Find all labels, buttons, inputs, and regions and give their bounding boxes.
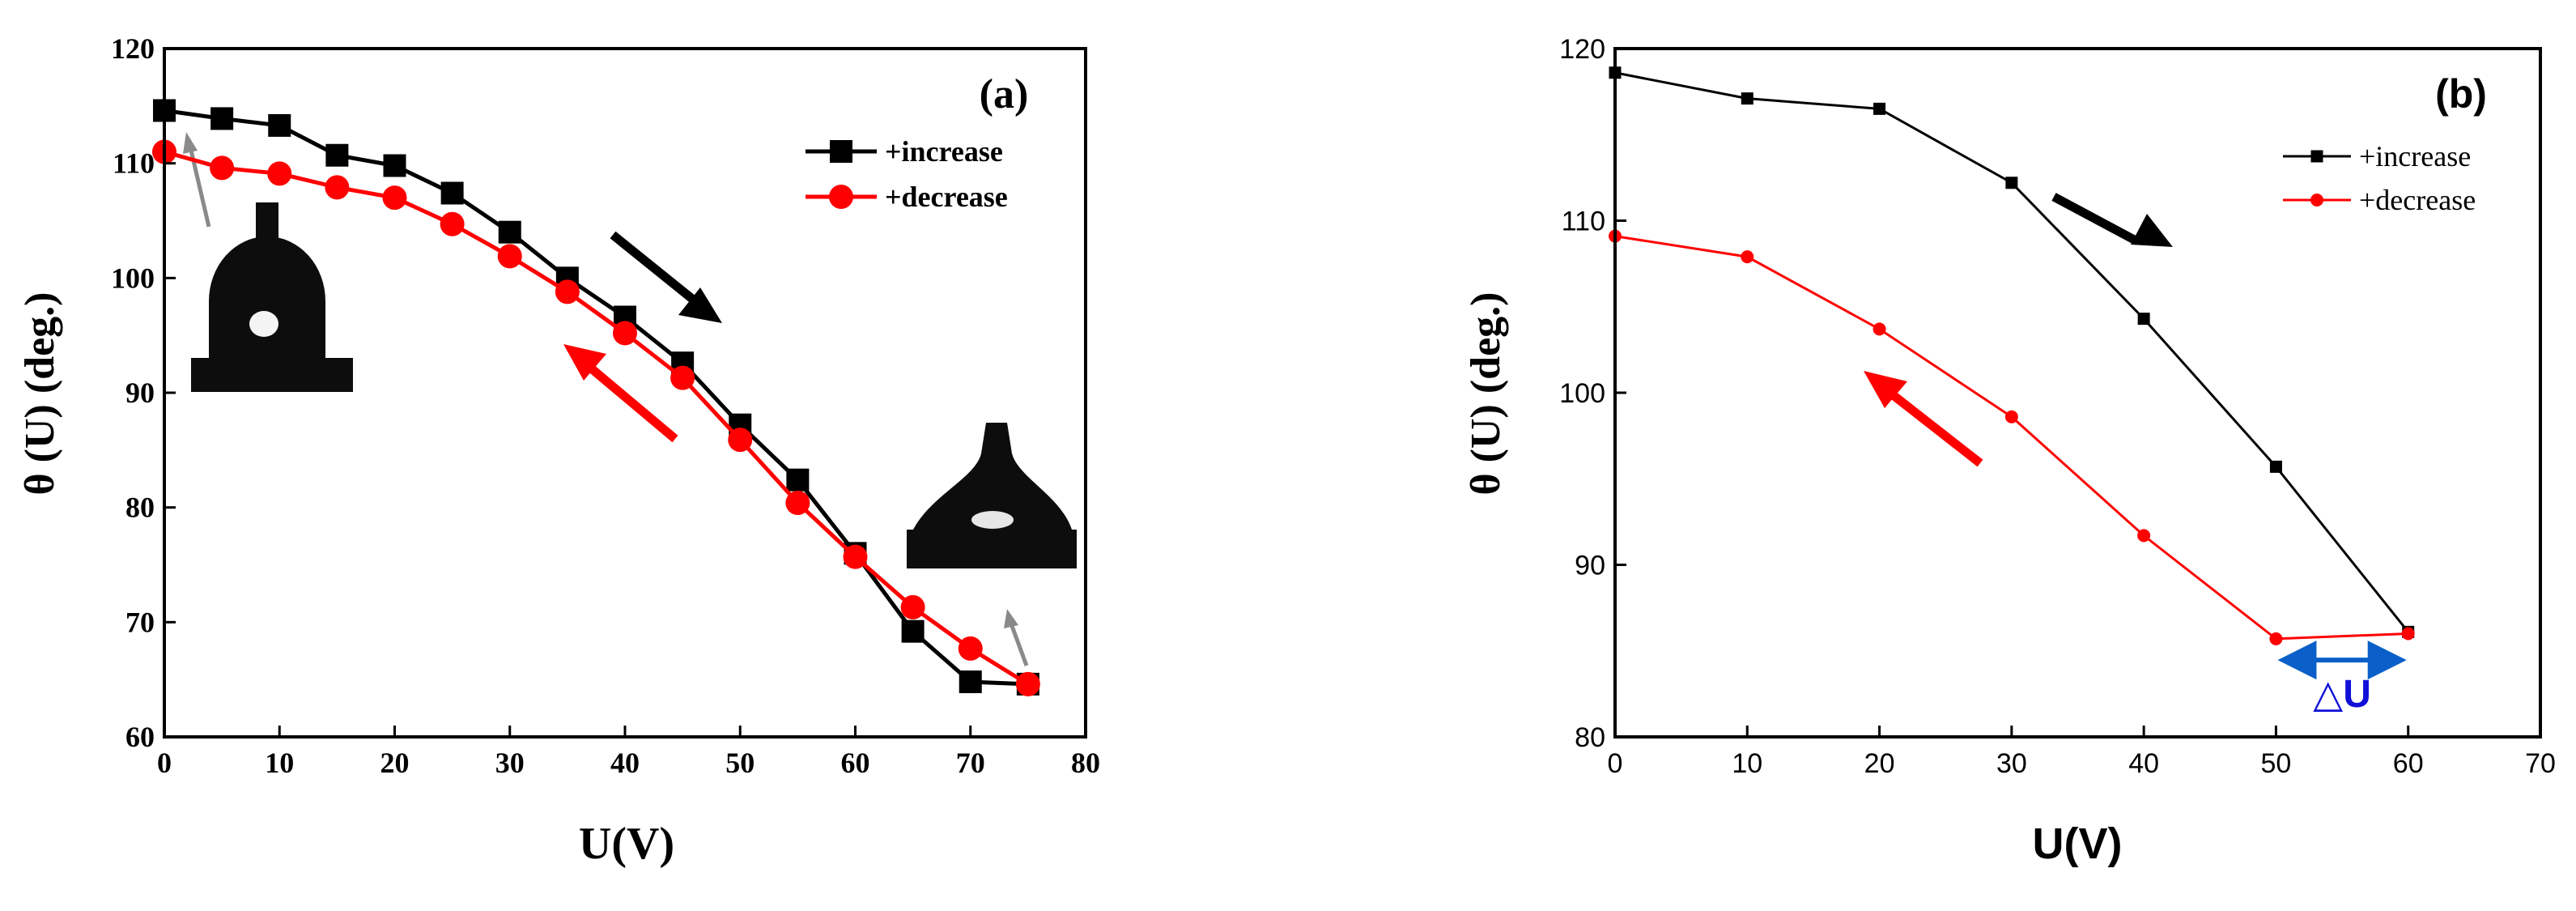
inset-pointer-arrow-left — [183, 132, 211, 228]
decrease-series-line — [1614, 235, 2408, 641]
x-tick-label: 60 — [841, 747, 870, 779]
increase-point — [2137, 313, 2150, 326]
droplet-inset-75v — [907, 423, 1077, 568]
panel-a: 0 10 20 30 40 50 60 70 80 60 70 80 90 100 110 120 (a) +… — [17, 32, 1100, 869]
y-axis-label: θ (U) (deg.) — [1463, 292, 1509, 496]
decrease-point — [2137, 529, 2151, 543]
decrease-point — [670, 365, 695, 390]
x-tick-label: 10 — [265, 747, 294, 779]
inset-pointer-arrow-right — [1004, 609, 1029, 666]
y-tick-label: 70 — [125, 606, 155, 638]
legend-marker-decrease — [2310, 194, 2323, 206]
x-tick-label: 0 — [157, 747, 172, 779]
decrease-direction-arrow — [563, 344, 678, 443]
decrease-series-line — [164, 150, 1030, 686]
decrease-point — [785, 491, 810, 515]
direction-arrows — [183, 132, 1029, 666]
increase-direction-arrow — [610, 231, 722, 323]
decrease-direction-arrow — [1864, 371, 1983, 467]
x-tick-label: 0 — [1608, 748, 1623, 779]
y-tick-label: 90 — [1575, 551, 1605, 581]
decrease-point — [382, 185, 407, 211]
y-axis-label: θ (U) (deg.) — [17, 292, 63, 496]
x-tick-label: 30 — [495, 747, 525, 779]
y-tick-label: 80 — [1575, 722, 1605, 753]
direction-arrows — [1864, 193, 2173, 467]
y-tick-label: 110 — [1562, 206, 1605, 237]
increase-point — [383, 154, 406, 177]
legend: +increase +decrease — [2283, 140, 2476, 216]
decrease-point — [497, 244, 522, 269]
panel-label: (a) — [980, 71, 1029, 117]
decrease-point — [2269, 632, 2283, 645]
decrease-point — [843, 544, 868, 569]
increase-point — [498, 220, 521, 244]
decrease-point — [728, 428, 753, 453]
x-tick-label: 60 — [2393, 748, 2424, 779]
x-tick-label: 40 — [610, 747, 640, 779]
legend: +increase +decrease — [806, 135, 1008, 213]
y-tick-label: 90 — [125, 377, 155, 409]
y-tick-label: 120 — [111, 32, 155, 65]
x-tick-label: 50 — [725, 747, 755, 779]
increase-direction-arrow — [2051, 193, 2173, 247]
increase-point — [786, 468, 810, 492]
increase-point — [2005, 177, 2018, 189]
y-tick-label: 100 — [1559, 378, 1605, 409]
decrease-point — [958, 636, 983, 661]
panel-label: (b) — [2435, 71, 2487, 117]
increase-point — [1741, 92, 1753, 105]
increase-series-line — [164, 109, 1028, 687]
decrease-point — [440, 211, 465, 236]
increase-point — [2269, 460, 2282, 473]
decrease-point — [613, 321, 637, 346]
legend-label-increase: +increase — [885, 135, 1003, 168]
y-tick-label: 80 — [125, 492, 155, 524]
droplet-inset-0v — [191, 202, 353, 392]
decrease-point — [1015, 671, 1040, 696]
legend-label-increase: +increase — [2359, 140, 2471, 172]
legend-label-decrease: +decrease — [2359, 184, 2476, 216]
x-tick-label: 20 — [1864, 748, 1895, 779]
increase-point — [1873, 102, 1886, 115]
legend-marker-increase — [830, 140, 852, 163]
decrease-point — [555, 279, 580, 304]
increase-point — [959, 670, 982, 693]
increase-point — [210, 107, 234, 130]
x-tick-label: 80 — [1071, 747, 1100, 779]
x-tick-label: 20 — [380, 747, 410, 779]
legend-marker-decrease — [829, 185, 853, 209]
panel-b: 0 10 20 30 40 50 60 70 80 90 100 110 120 △U (b) +inc… — [1463, 34, 2556, 868]
x-tick-label: 10 — [1732, 748, 1762, 779]
legend-label-decrease: +decrease — [885, 181, 1008, 213]
decrease-point — [1872, 322, 1886, 336]
increase-point — [440, 181, 464, 205]
x-tick-label: 70 — [956, 747, 985, 779]
x-axis-label: U(V) — [579, 819, 674, 869]
y-tick-label: 100 — [111, 262, 155, 294]
y-tick-label: 110 — [113, 147, 155, 180]
decrease-point — [1741, 250, 1754, 264]
delta-u-annotation: △U — [2277, 641, 2407, 716]
y-tick-label: 120 — [1559, 34, 1605, 65]
x-tick-label: 50 — [2261, 748, 2292, 779]
x-tick-label: 70 — [2525, 748, 2556, 779]
x-tick-label: 30 — [1996, 748, 2027, 779]
decrease-point — [2004, 410, 2018, 424]
decrease-point — [900, 594, 925, 619]
x-axis-label: U(V) — [2033, 819, 2123, 868]
decrease-point — [210, 155, 235, 181]
increase-point — [325, 143, 349, 167]
increase-point — [901, 619, 925, 643]
x-tick-label: 40 — [2128, 748, 2159, 779]
legend-marker-increase — [2310, 150, 2323, 163]
delta-u-label: △U — [2313, 673, 2371, 716]
y-tick-label: 60 — [125, 721, 155, 753]
decrease-point — [2401, 627, 2415, 641]
decrease-point — [267, 161, 292, 186]
increase-point — [268, 113, 291, 137]
decrease-point — [325, 175, 350, 200]
droplet-insets — [191, 202, 1077, 568]
